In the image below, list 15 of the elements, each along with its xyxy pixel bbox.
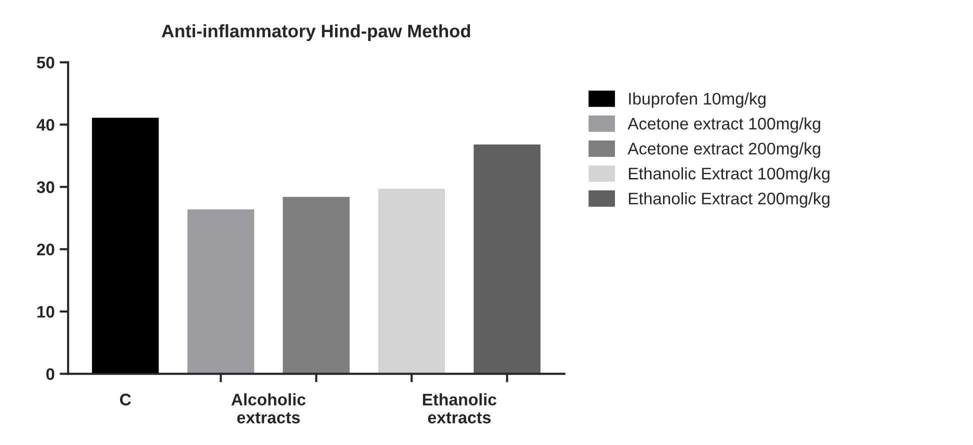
legend-label: Acetone extract 100mg/kg	[628, 117, 820, 133]
y-tick-label: 10	[37, 306, 54, 318]
legend-label: Ethanolic Extract 200mg/kg	[628, 192, 830, 208]
y-tick-label: 50	[36, 56, 54, 69]
legend-label: Acetone extract 200mg/kg	[628, 142, 820, 158]
y-tick-label: 20	[36, 244, 54, 256]
x-tick-label: Ethanolic extracts	[422, 393, 496, 424]
y-tick-label: 30	[36, 181, 54, 194]
x-tick-label: C	[120, 394, 131, 406]
y-tick-label: 0	[46, 368, 54, 380]
legend-label: Ibuprofen 10mg/kg	[629, 92, 766, 108]
y-tick-label: 40	[36, 119, 54, 131]
legend-label: Ethanolic Extract 100mg/kg	[628, 167, 830, 183]
chart-title: Anti-inflammatory Hind-paw Method	[162, 24, 470, 42]
x-tick-label: Alcoholic extracts	[231, 393, 306, 424]
